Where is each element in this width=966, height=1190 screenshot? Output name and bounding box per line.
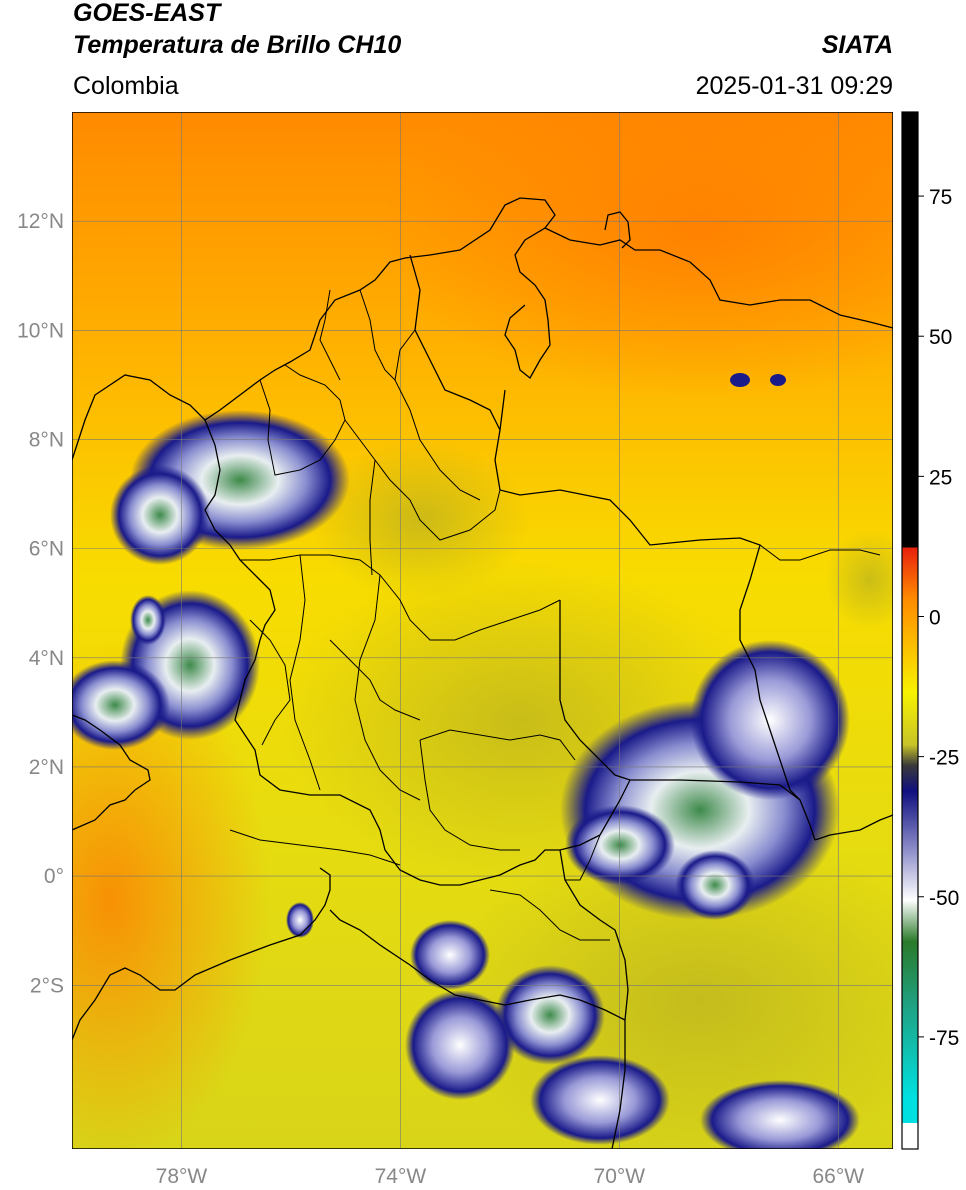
colorbar-tick-label: 25 bbox=[929, 466, 952, 489]
colorbar: 75 50 25 0 -25 -50 -75 bbox=[901, 111, 959, 1150]
lon-tick-label: 78°W bbox=[156, 1165, 208, 1188]
longitude-labels: 78°W 74°W 70°W 66°W bbox=[156, 1165, 865, 1188]
department-borders bbox=[229, 289, 881, 941]
lat-tick-label: 0° bbox=[44, 865, 64, 888]
colorbar-tick-label: 0 bbox=[929, 606, 941, 629]
organization-label: SIATA bbox=[821, 31, 893, 59]
graticule bbox=[72, 112, 893, 1149]
lon-tick-label: 74°W bbox=[375, 1165, 427, 1188]
brightness-temperature-field bbox=[72, 112, 893, 1149]
lat-tick-label: 2°S bbox=[30, 974, 64, 997]
colorbar-ticks: 75 50 25 0 -25 -50 -75 bbox=[918, 186, 959, 1050]
coastline-borders bbox=[72, 197, 893, 1149]
colorbar-tick-label: -75 bbox=[929, 1027, 959, 1050]
lat-tick-label: 6°N bbox=[29, 538, 64, 561]
datetime-label: 2025-01-31 09:29 bbox=[695, 72, 893, 100]
lat-tick-label: 8°N bbox=[29, 428, 64, 451]
region-label: Colombia bbox=[73, 72, 179, 100]
product-title: Temperatura de Brillo CH10 bbox=[73, 31, 402, 59]
colorbar-tick-label: 75 bbox=[929, 186, 952, 209]
lon-tick-label: 70°W bbox=[594, 1165, 646, 1188]
latitude-labels: 12°N 10°N 8°N 6°N 4°N 2°N 0° 2°S bbox=[17, 210, 64, 997]
lat-tick-label: 4°N bbox=[29, 647, 64, 670]
lat-tick-label: 2°N bbox=[29, 756, 64, 779]
lon-tick-label: 66°W bbox=[812, 1165, 864, 1188]
colorbar-gradient bbox=[901, 111, 919, 1150]
colorbar-tick-label: -25 bbox=[929, 747, 959, 770]
colorbar-tick-label: 50 bbox=[929, 326, 952, 349]
colorbar-tick-label: -50 bbox=[929, 887, 959, 910]
satellite-title: GOES-EAST bbox=[73, 0, 221, 27]
lat-tick-label: 10°N bbox=[17, 319, 64, 342]
lat-tick-label: 12°N bbox=[17, 210, 64, 233]
